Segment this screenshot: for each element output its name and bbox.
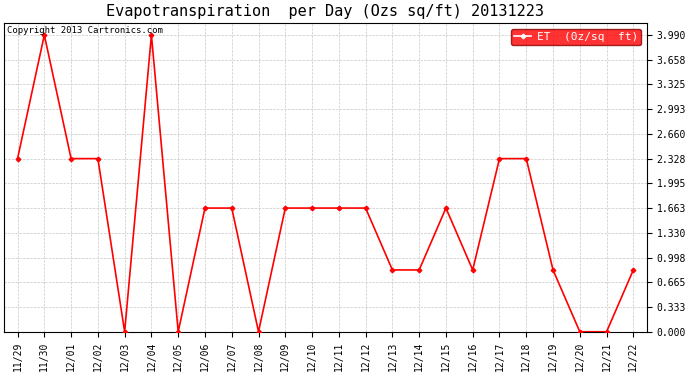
ET  (0z/sq  ft) bbox=[362, 206, 370, 210]
ET  (0z/sq  ft) bbox=[201, 206, 209, 210]
ET  (0z/sq  ft) bbox=[522, 156, 531, 161]
ET  (0z/sq  ft) bbox=[255, 330, 263, 334]
ET  (0z/sq  ft) bbox=[281, 206, 289, 210]
ET  (0z/sq  ft) bbox=[40, 33, 48, 37]
ET  (0z/sq  ft) bbox=[94, 156, 102, 161]
ET  (0z/sq  ft) bbox=[415, 268, 423, 272]
ET  (0z/sq  ft) bbox=[575, 330, 584, 334]
ET  (0z/sq  ft) bbox=[442, 206, 450, 210]
Title: Evapotranspiration  per Day (Ozs sq/ft) 20131223: Evapotranspiration per Day (Ozs sq/ft) 2… bbox=[106, 4, 544, 19]
ET  (0z/sq  ft) bbox=[495, 156, 504, 161]
ET  (0z/sq  ft) bbox=[228, 206, 236, 210]
ET  (0z/sq  ft) bbox=[121, 330, 129, 334]
Legend: ET  (0z/sq  ft): ET (0z/sq ft) bbox=[511, 28, 641, 45]
ET  (0z/sq  ft) bbox=[629, 268, 638, 272]
ET  (0z/sq  ft) bbox=[602, 330, 611, 334]
ET  (0z/sq  ft) bbox=[13, 156, 21, 161]
ET  (0z/sq  ft) bbox=[147, 33, 155, 37]
ET  (0z/sq  ft) bbox=[174, 330, 182, 334]
ET  (0z/sq  ft) bbox=[549, 268, 557, 272]
ET  (0z/sq  ft) bbox=[469, 268, 477, 272]
ET  (0z/sq  ft) bbox=[388, 268, 397, 272]
Text: Copyright 2013 Cartronics.com: Copyright 2013 Cartronics.com bbox=[8, 26, 164, 35]
ET  (0z/sq  ft) bbox=[67, 156, 75, 161]
ET  (0z/sq  ft) bbox=[335, 206, 343, 210]
Line: ET  (0z/sq  ft): ET (0z/sq ft) bbox=[16, 33, 635, 333]
ET  (0z/sq  ft) bbox=[308, 206, 316, 210]
